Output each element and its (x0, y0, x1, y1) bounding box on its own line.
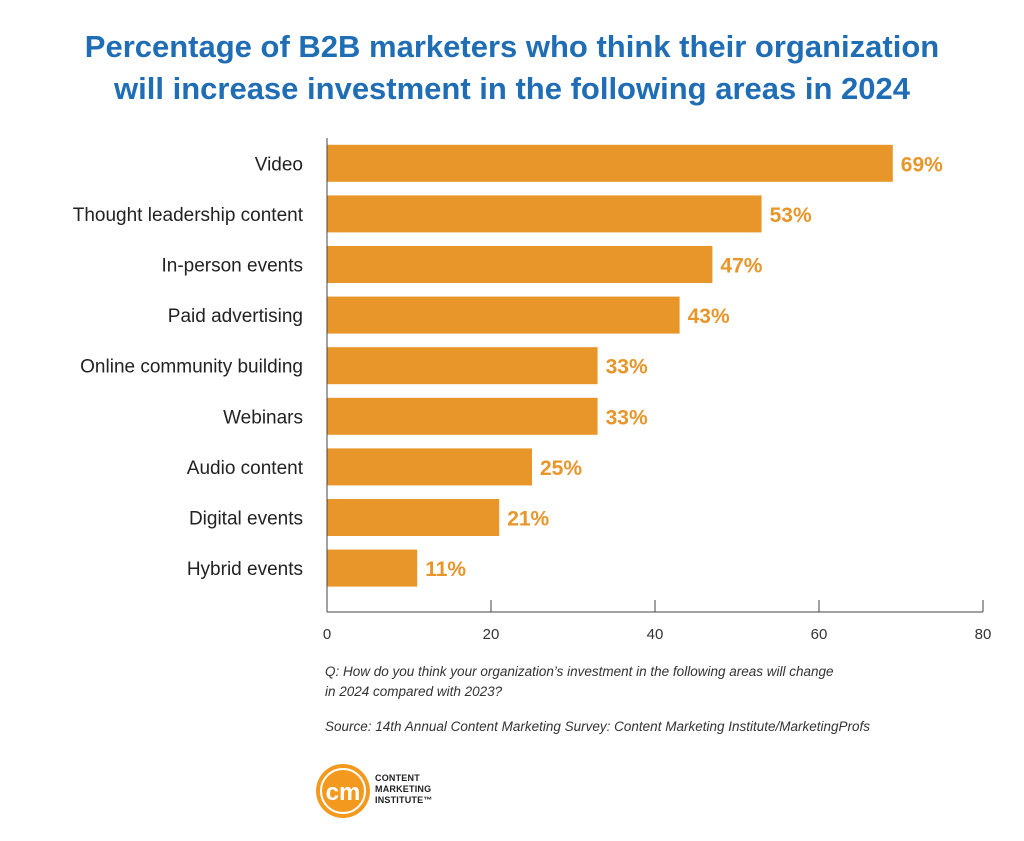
data-label-7: 21% (507, 508, 549, 531)
cmi-logo-mark-text: cm (326, 779, 361, 806)
category-label-4: Online community building (80, 357, 303, 378)
chart-title-line-2: will increase investment in the followin… (114, 71, 910, 106)
cmi-logo-line-3: INSTITUTE™ (375, 795, 433, 805)
bar-5 (327, 397, 598, 435)
data-label-4: 33% (606, 356, 648, 379)
data-label-6: 25% (540, 457, 582, 480)
x-tick-label-3: 60 (811, 626, 828, 643)
data-label-3: 43% (688, 305, 730, 328)
cmi-logo-line-1: CONTENT (375, 773, 420, 783)
data-label-0: 69% (901, 153, 943, 176)
category-label-6: Audio content (187, 458, 304, 479)
category-label-3: Paid advertising (168, 306, 303, 327)
x-tick-label-1: 20 (483, 626, 500, 643)
category-label-1: Thought leadership content (73, 205, 304, 226)
bar-8 (327, 549, 418, 587)
chart-title: Percentage of B2B marketers who think th… (0, 26, 1024, 110)
cmi-logo-line-2: MARKETING (375, 784, 432, 794)
survey-question-line-1: Q: How do you think your organization’s … (325, 664, 834, 679)
category-label-7: Digital events (189, 509, 303, 530)
cmi-logo-text: CONTENT MARKETING INSTITUTE™ (375, 773, 433, 806)
bar-3 (327, 296, 680, 334)
data-label-5: 33% (606, 406, 648, 429)
bar-4 (327, 347, 598, 385)
bar-1 (327, 195, 762, 233)
x-tick-label-4: 80 (975, 626, 992, 643)
data-label-8: 11% (425, 558, 466, 581)
source-note: Source: 14th Annual Content Marketing Su… (325, 719, 871, 734)
category-label-8: Hybrid events (187, 559, 303, 580)
bar-chart: Video 69% Thought leadership content 53% In-… (73, 138, 992, 643)
cmi-logo-mark: cm (316, 764, 370, 818)
survey-question: Q: How do you think your organization’s … (325, 662, 925, 702)
data-label-2: 47% (720, 255, 762, 278)
survey-question-line-2: in 2024 compared with 2023? (325, 684, 503, 699)
chart-title-line-1: Percentage of B2B marketers who think th… (84, 29, 940, 64)
category-label-0: Video (255, 154, 303, 175)
bar-6 (327, 448, 532, 486)
category-label-5: Webinars (223, 407, 303, 428)
bar-0 (327, 144, 893, 182)
bar-7 (327, 499, 500, 536)
category-label-2: In-person events (161, 256, 303, 277)
x-tick-label-0: 0 (323, 626, 331, 643)
x-tick-label-2: 40 (647, 626, 664, 643)
data-label-1: 53% (770, 204, 812, 227)
cmi-logo: cm CONTENT MARKETING INSTITUTE™ (315, 763, 455, 823)
bar-2 (327, 246, 713, 283)
